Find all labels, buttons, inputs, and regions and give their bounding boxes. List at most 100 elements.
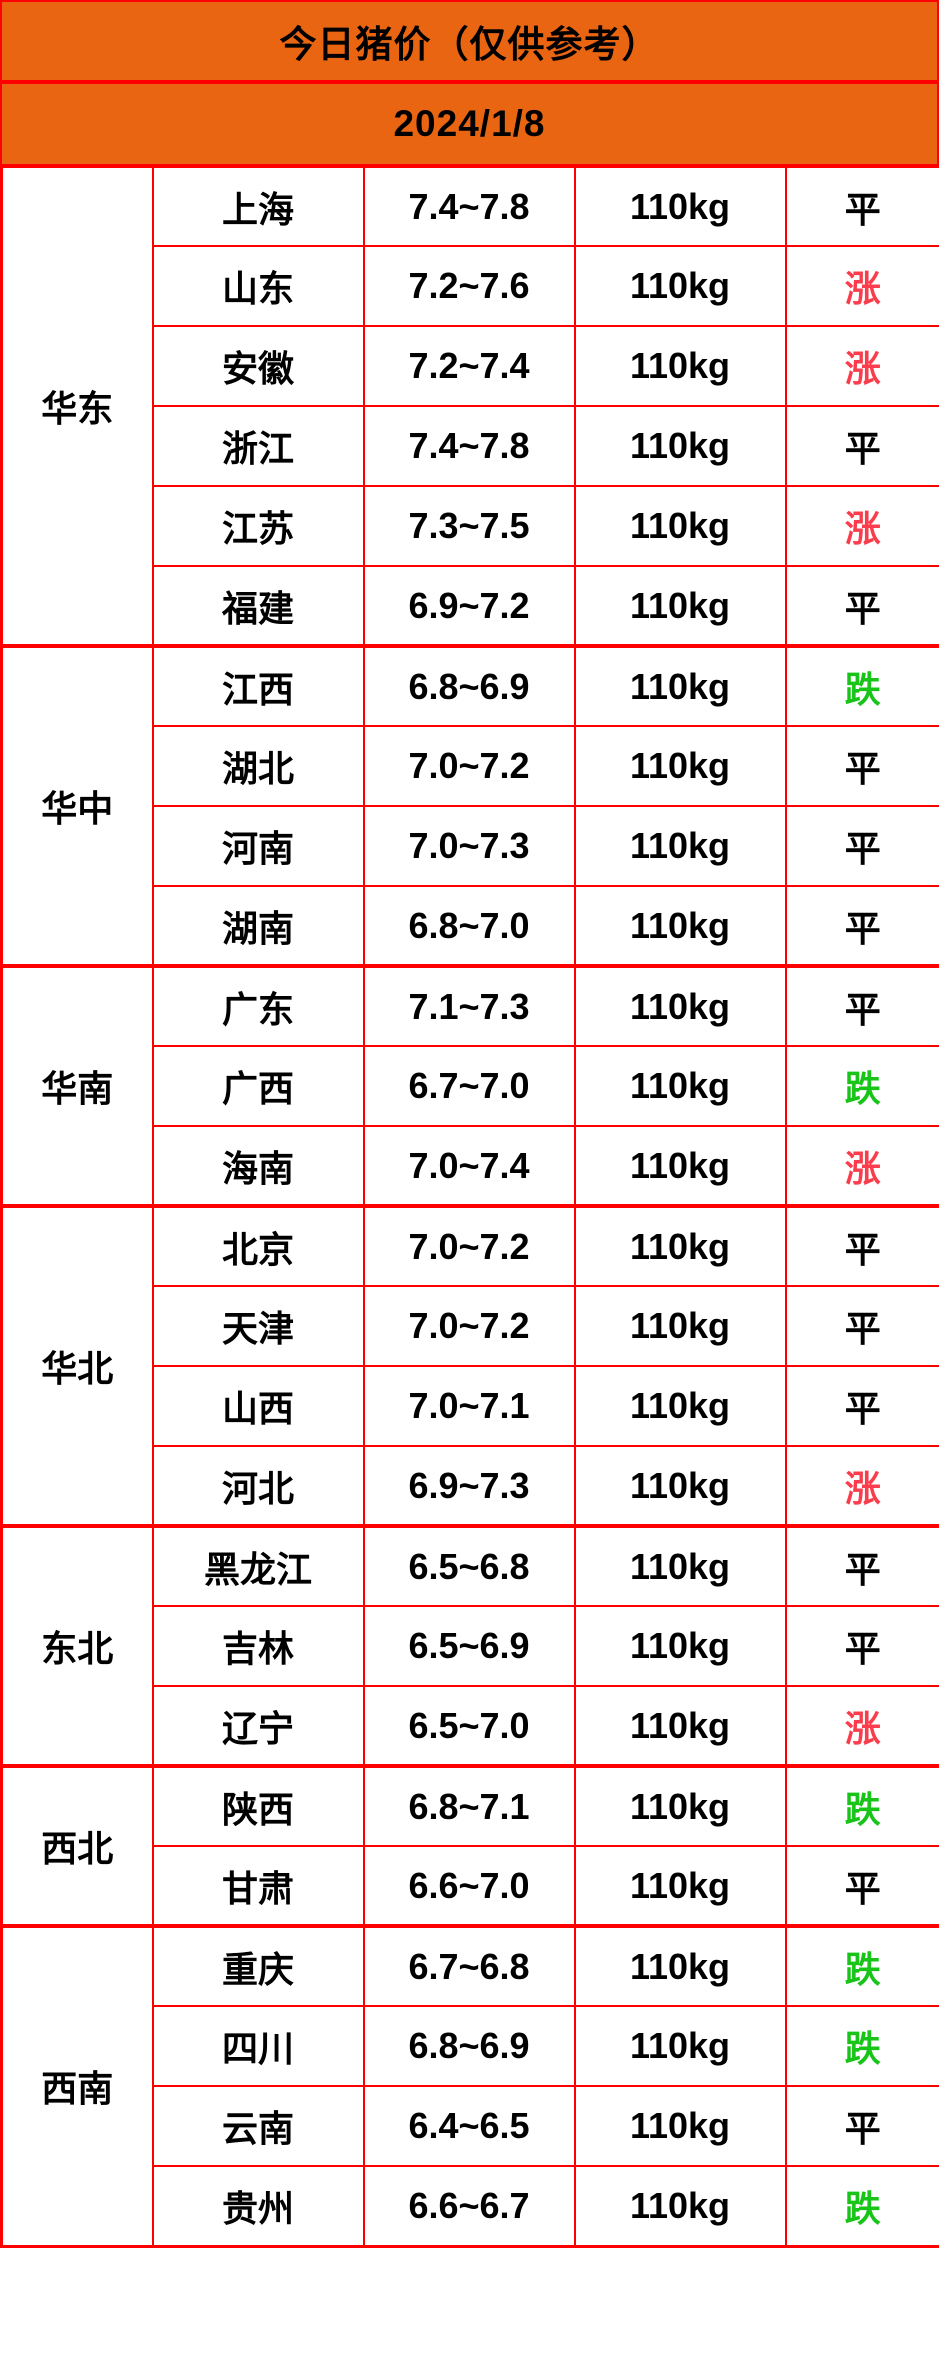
region-cell: 华北 — [0, 1204, 154, 1527]
weight-cell: 110kg — [573, 1685, 787, 1767]
price-cell: 6.5~6.9 — [362, 1605, 576, 1687]
trend-cell: 涨 — [784, 485, 939, 567]
table-row: 东北 黑龙江 6.5~6.8 110kg 平 — [0, 1524, 939, 1767]
trend-cell: 跌 — [784, 644, 939, 727]
trend-cell: 平 — [784, 1204, 939, 1287]
province-cell: 辽宁 — [151, 1685, 365, 1767]
weight-cell: 110kg — [573, 1365, 787, 1447]
weight-cell: 110kg — [573, 1524, 787, 1607]
region-cell: 西北 — [0, 1764, 154, 1927]
table-row: 浙江 7.4~7.8 110kg 平 — [2, 405, 939, 487]
table-row: 甘肃 6.6~7.0 110kg 平 — [2, 1845, 939, 1927]
price-cell: 7.0~7.2 — [362, 725, 576, 807]
trend-cell: 平 — [784, 964, 939, 1047]
price-cell: 6.8~7.1 — [362, 1764, 576, 1847]
price-cell: 7.4~7.8 — [362, 405, 576, 487]
price-cell: 7.1~7.3 — [362, 964, 576, 1047]
weight-cell: 110kg — [573, 1445, 787, 1527]
table-row: 山西 7.0~7.1 110kg 平 — [2, 1365, 939, 1447]
province-cell: 江苏 — [151, 485, 365, 567]
province-cell: 湖北 — [151, 725, 365, 807]
table-row: 华东 上海 7.4~7.8 110kg 平 — [0, 164, 939, 647]
price-cell: 6.9~7.3 — [362, 1445, 576, 1527]
weight-cell: 110kg — [573, 1845, 787, 1927]
table-row: 天津 7.0~7.2 110kg 平 — [2, 1285, 939, 1367]
weight-cell: 110kg — [573, 2005, 787, 2087]
price-cell: 6.6~7.0 — [362, 1845, 576, 1927]
province-cell: 河北 — [151, 1445, 365, 1527]
trend-cell: 平 — [784, 164, 939, 247]
weight-cell: 110kg — [573, 325, 787, 407]
table-row: 华北 北京 7.0~7.2 110kg 平 — [0, 1204, 939, 1527]
province-cell: 陕西 — [151, 1764, 365, 1847]
weight-cell: 110kg — [573, 164, 787, 247]
trend-cell: 平 — [784, 405, 939, 487]
table-row: 华中 江西 6.8~6.9 110kg 跌 — [0, 644, 939, 967]
province-cell: 甘肃 — [151, 1845, 365, 1927]
province-cell: 上海 — [151, 164, 365, 247]
table-row: 湖南 6.8~7.0 110kg 平 — [2, 885, 939, 967]
table-row: 江苏 7.3~7.5 110kg 涨 — [2, 485, 939, 567]
table-row: 西北 陕西 6.8~7.1 110kg 跌 — [0, 1764, 939, 1927]
weight-cell: 110kg — [573, 644, 787, 727]
region-cell: 华中 — [0, 644, 154, 967]
table-row: 安徽 7.2~7.4 110kg 涨 — [2, 325, 939, 407]
price-cell: 6.8~7.0 — [362, 885, 576, 967]
province-cell: 江西 — [151, 644, 365, 727]
trend-cell: 平 — [784, 1365, 939, 1447]
date-bar: 2024/1/8 — [0, 84, 939, 164]
province-cell: 福建 — [151, 565, 365, 647]
price-cell: 7.0~7.4 — [362, 1125, 576, 1207]
price-cell: 7.3~7.5 — [362, 485, 576, 567]
price-cell: 6.4~6.5 — [362, 2085, 576, 2167]
province-cell: 安徽 — [151, 325, 365, 407]
weight-cell: 110kg — [573, 1924, 787, 2007]
trend-cell: 平 — [784, 725, 939, 807]
table-row: 山东 7.2~7.6 110kg 涨 — [2, 245, 939, 327]
trend-cell: 平 — [784, 565, 939, 647]
province-cell: 吉林 — [151, 1605, 365, 1687]
pig-price-bulletin: 今日猪价（仅供参考） 2024/1/8 华东 上海 7.4~7.8 110kg 平山东 7… — [0, 0, 939, 2248]
region-cell: 华南 — [0, 964, 154, 1207]
province-cell: 天津 — [151, 1285, 365, 1367]
trend-cell: 跌 — [784, 2165, 939, 2247]
price-cell: 7.2~7.6 — [362, 245, 576, 327]
province-cell: 湖南 — [151, 885, 365, 967]
weight-cell: 110kg — [573, 2085, 787, 2167]
province-cell: 贵州 — [151, 2165, 365, 2247]
trend-cell: 平 — [784, 1285, 939, 1367]
trend-cell: 平 — [784, 1605, 939, 1687]
table-row: 海南 7.0~7.4 110kg 涨 — [2, 1125, 939, 1207]
price-cell: 6.7~7.0 — [362, 1045, 576, 1127]
table-row: 云南 6.4~6.5 110kg 平 — [2, 2085, 939, 2167]
table-row: 河南 7.0~7.3 110kg 平 — [2, 805, 939, 887]
province-cell: 重庆 — [151, 1924, 365, 2007]
province-cell: 黑龙江 — [151, 1524, 365, 1607]
table-row: 河北 6.9~7.3 110kg 涨 — [2, 1445, 939, 1527]
province-cell: 北京 — [151, 1204, 365, 1287]
trend-cell: 平 — [784, 805, 939, 887]
table-row: 西南 重庆 6.7~6.8 110kg 跌 — [0, 1924, 939, 2247]
weight-cell: 110kg — [573, 405, 787, 487]
price-cell: 6.6~6.7 — [362, 2165, 576, 2247]
province-cell: 浙江 — [151, 405, 365, 487]
price-cell: 7.0~7.3 — [362, 805, 576, 887]
weight-cell: 110kg — [573, 885, 787, 967]
price-cell: 6.9~7.2 — [362, 565, 576, 647]
province-cell: 云南 — [151, 2085, 365, 2167]
weight-cell: 110kg — [573, 1125, 787, 1207]
region-cell: 东北 — [0, 1524, 154, 1767]
trend-cell: 跌 — [784, 1045, 939, 1127]
table-row: 广西 6.7~7.0 110kg 跌 — [2, 1045, 939, 1127]
price-cell: 6.5~7.0 — [362, 1685, 576, 1767]
price-table-body: 华东 上海 7.4~7.8 110kg 平山东 7.2~7.6 110kg 涨安徽 7.2~7.… — [0, 164, 939, 2247]
price-cell: 7.0~7.2 — [362, 1285, 576, 1367]
province-cell: 海南 — [151, 1125, 365, 1207]
table-row: 湖北 7.0~7.2 110kg 平 — [2, 725, 939, 807]
province-cell: 广西 — [151, 1045, 365, 1127]
date-label: 2024/1/8 — [393, 103, 546, 144]
trend-cell: 涨 — [784, 1125, 939, 1207]
weight-cell: 110kg — [573, 1045, 787, 1127]
province-cell: 广东 — [151, 964, 365, 1047]
price-cell: 7.2~7.4 — [362, 325, 576, 407]
